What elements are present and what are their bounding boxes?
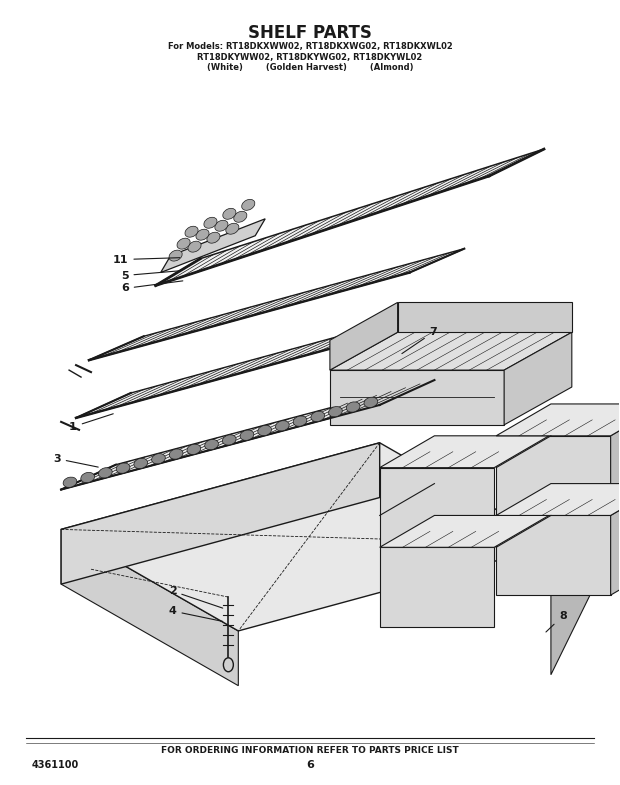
Polygon shape (330, 370, 504, 425)
Polygon shape (504, 332, 572, 425)
Text: (White)        (Golden Harvest)        (Almond): (White) (Golden Harvest) (Almond) (206, 64, 414, 72)
Ellipse shape (242, 199, 255, 210)
Ellipse shape (347, 402, 360, 412)
Polygon shape (330, 302, 397, 370)
Ellipse shape (223, 208, 236, 219)
Ellipse shape (215, 221, 228, 232)
Ellipse shape (185, 226, 198, 237)
Ellipse shape (116, 463, 130, 473)
Text: 4361100: 4361100 (31, 761, 79, 770)
Polygon shape (379, 468, 494, 547)
Text: 6: 6 (121, 281, 183, 294)
Polygon shape (156, 149, 544, 286)
Ellipse shape (240, 430, 254, 440)
Polygon shape (161, 219, 265, 272)
Ellipse shape (258, 425, 272, 436)
Text: 4: 4 (169, 606, 223, 622)
Ellipse shape (134, 458, 148, 469)
Ellipse shape (364, 397, 378, 407)
Text: FOR ORDERING INFORMATION REFER TO PARTS PRICE LIST: FOR ORDERING INFORMATION REFER TO PARTS … (161, 747, 459, 755)
Ellipse shape (169, 250, 182, 261)
Ellipse shape (205, 440, 218, 450)
Polygon shape (379, 547, 494, 627)
Polygon shape (496, 404, 620, 436)
Text: 5: 5 (121, 271, 180, 280)
Ellipse shape (329, 407, 342, 417)
Text: SHELF PARTS: SHELF PARTS (248, 24, 372, 42)
Text: 1: 1 (69, 414, 113, 432)
Polygon shape (496, 516, 611, 595)
Text: 8: 8 (546, 611, 567, 632)
Polygon shape (496, 484, 620, 516)
Ellipse shape (275, 421, 289, 431)
Ellipse shape (311, 411, 325, 422)
Ellipse shape (63, 477, 77, 487)
Ellipse shape (169, 449, 183, 459)
Ellipse shape (152, 454, 166, 464)
Text: 3: 3 (53, 454, 98, 467)
Polygon shape (496, 436, 611, 516)
Text: 7: 7 (402, 327, 437, 353)
Polygon shape (61, 380, 435, 490)
Ellipse shape (196, 229, 209, 240)
Ellipse shape (99, 468, 112, 478)
Polygon shape (397, 302, 572, 332)
Polygon shape (89, 249, 464, 360)
Text: 2: 2 (169, 586, 223, 608)
Polygon shape (611, 404, 620, 516)
Text: RT18DKYWW02, RT18DKYWG02, RT18DKYWL02: RT18DKYWW02, RT18DKYWG02, RT18DKYWL02 (197, 53, 423, 61)
Ellipse shape (188, 241, 201, 252)
Ellipse shape (81, 473, 94, 483)
Ellipse shape (204, 217, 217, 228)
Polygon shape (379, 516, 549, 547)
Polygon shape (61, 443, 557, 631)
Ellipse shape (177, 238, 190, 249)
Polygon shape (330, 332, 572, 370)
Ellipse shape (207, 232, 220, 243)
Polygon shape (551, 563, 606, 675)
Ellipse shape (223, 435, 236, 445)
Ellipse shape (234, 211, 247, 222)
Text: 11: 11 (113, 254, 180, 265)
Polygon shape (61, 443, 379, 584)
Ellipse shape (293, 416, 307, 426)
Text: For Models: RT18DKXWW02, RT18DKXWG02, RT18DKXWL02: For Models: RT18DKXWW02, RT18DKXWG02, RT… (167, 42, 453, 50)
Ellipse shape (187, 444, 201, 455)
Text: 6: 6 (306, 761, 314, 770)
Polygon shape (379, 436, 549, 468)
Polygon shape (76, 305, 453, 418)
Polygon shape (61, 529, 238, 685)
Ellipse shape (226, 223, 239, 234)
Polygon shape (611, 484, 620, 595)
